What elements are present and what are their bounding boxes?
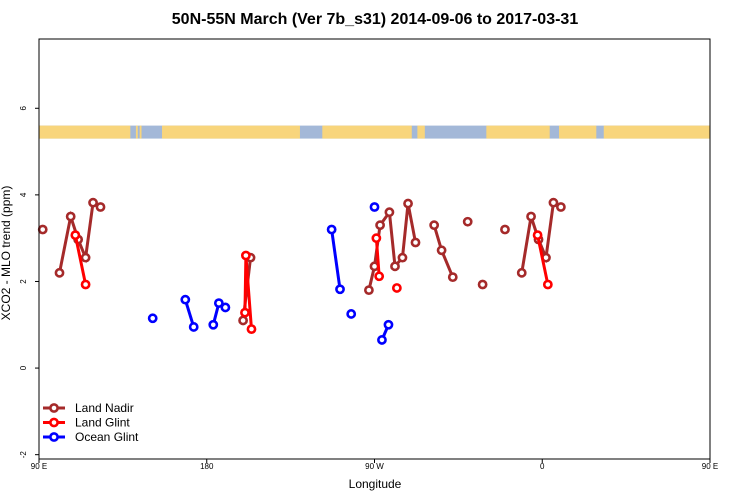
land-nadir-point xyxy=(95,202,106,212)
legend-label-land-nadir: Land Nadir xyxy=(75,401,134,415)
ocean-glint-point xyxy=(383,319,394,330)
land-ocean-strip xyxy=(39,125,710,139)
legend-marker-land-nadir xyxy=(49,403,59,413)
land-nadir-point xyxy=(462,216,473,227)
land-nadir-point xyxy=(364,285,374,296)
series-land-nadir xyxy=(37,197,566,326)
land-glint-point xyxy=(240,307,250,318)
ocean-glint-point xyxy=(346,309,357,319)
land-nadir-point xyxy=(447,272,458,283)
land-nadir-point xyxy=(390,261,400,272)
land-strip-segment xyxy=(135,125,138,139)
land-glint-point xyxy=(371,233,382,244)
legend-marker-ocean-glint xyxy=(49,432,59,442)
y-tick-label: 2 xyxy=(19,279,28,284)
ocean-glint-point xyxy=(188,322,199,332)
land-nadir-point xyxy=(429,220,440,231)
ocean-glint-point xyxy=(335,284,345,295)
land-nadir-point xyxy=(65,211,76,222)
land-nadir-line xyxy=(367,203,417,291)
land-nadir-point xyxy=(516,267,527,278)
land-nadir-point xyxy=(54,267,65,278)
ocean-glint-point xyxy=(147,313,158,324)
land-glint-point xyxy=(374,271,385,282)
land-glint-line xyxy=(374,238,381,277)
land-nadir-point xyxy=(500,224,510,235)
legend-marker-land-glint xyxy=(49,417,59,428)
legend-label-ocean-glint: Ocean Glint xyxy=(75,430,139,444)
land-nadir-point xyxy=(555,202,566,212)
land-nadir-point xyxy=(548,197,559,208)
x-tick-label: 90 W xyxy=(365,462,384,471)
land-strip-segment xyxy=(322,125,412,139)
series-layer xyxy=(37,197,566,345)
y-tick-label: 6 xyxy=(19,106,28,111)
land-strip-segment xyxy=(162,125,300,139)
ocean-glint-point xyxy=(213,298,224,309)
land-glint-line xyxy=(73,234,88,285)
ocean-glint-point xyxy=(377,335,387,345)
ocean-glint-point xyxy=(180,294,191,305)
land-glint-point xyxy=(70,230,81,241)
legend-label-land-glint: Land Glint xyxy=(75,416,130,430)
x-tick-label: 90 E xyxy=(31,462,47,471)
land-glint-point xyxy=(80,279,91,290)
ocean-glint-point xyxy=(326,224,337,235)
land-nadir-point xyxy=(526,211,536,222)
x-tick-label: 180 xyxy=(200,462,214,471)
land-glint-point xyxy=(532,230,543,241)
land-nadir-point xyxy=(88,197,98,208)
land-strip-segment xyxy=(603,125,710,139)
x-axis-ticks: 90 E 180 90 W 0 90 E xyxy=(31,459,718,471)
series-ocean-glint xyxy=(147,202,394,345)
land-nadir-point xyxy=(37,224,48,235)
land-nadir-point xyxy=(397,252,408,263)
y-axis-label: XCO2 - MLO trend (ppm) xyxy=(0,186,13,321)
land-strip-segment xyxy=(39,125,131,139)
land-nadir-point xyxy=(375,220,385,231)
land-nadir-point xyxy=(238,315,248,326)
chart-title: 50N-55N March (Ver 7b_s31) 2014-09-06 to… xyxy=(172,11,579,28)
ocean-glint-point xyxy=(220,302,231,313)
x-tick-label: 90 E xyxy=(702,462,718,471)
y-tick-label: 0 xyxy=(19,365,28,370)
ocean-glint-line xyxy=(330,229,342,290)
land-glint-point xyxy=(246,324,257,335)
land-strip-segment xyxy=(139,125,142,139)
y-tick-label: -2 xyxy=(19,451,28,459)
x-axis-label: Longitude xyxy=(349,477,402,491)
y-axis-ticks: -2 0 2 4 6 xyxy=(19,106,39,459)
land-nadir-point xyxy=(436,245,447,256)
land-nadir-point xyxy=(384,207,395,218)
land-glint-line xyxy=(536,234,550,285)
plot-frame xyxy=(38,38,711,460)
ocean-glint-point xyxy=(369,202,380,212)
land-nadir-point xyxy=(477,279,488,290)
land-strip-segment xyxy=(417,125,425,139)
x-tick-label: 0 xyxy=(540,462,545,471)
land-glint-point xyxy=(391,283,402,293)
land-glint-point xyxy=(542,279,553,290)
y-tick-label: 4 xyxy=(19,192,28,197)
land-strip-segment xyxy=(559,125,597,139)
land-nadir-point xyxy=(410,237,421,248)
series-land-glint xyxy=(70,230,553,335)
ocean-glint-point xyxy=(208,319,219,330)
land-nadir-point xyxy=(403,198,413,209)
land-strip-segment xyxy=(486,125,550,139)
land-glint-point xyxy=(240,250,251,261)
land-nadir-point xyxy=(80,252,91,263)
